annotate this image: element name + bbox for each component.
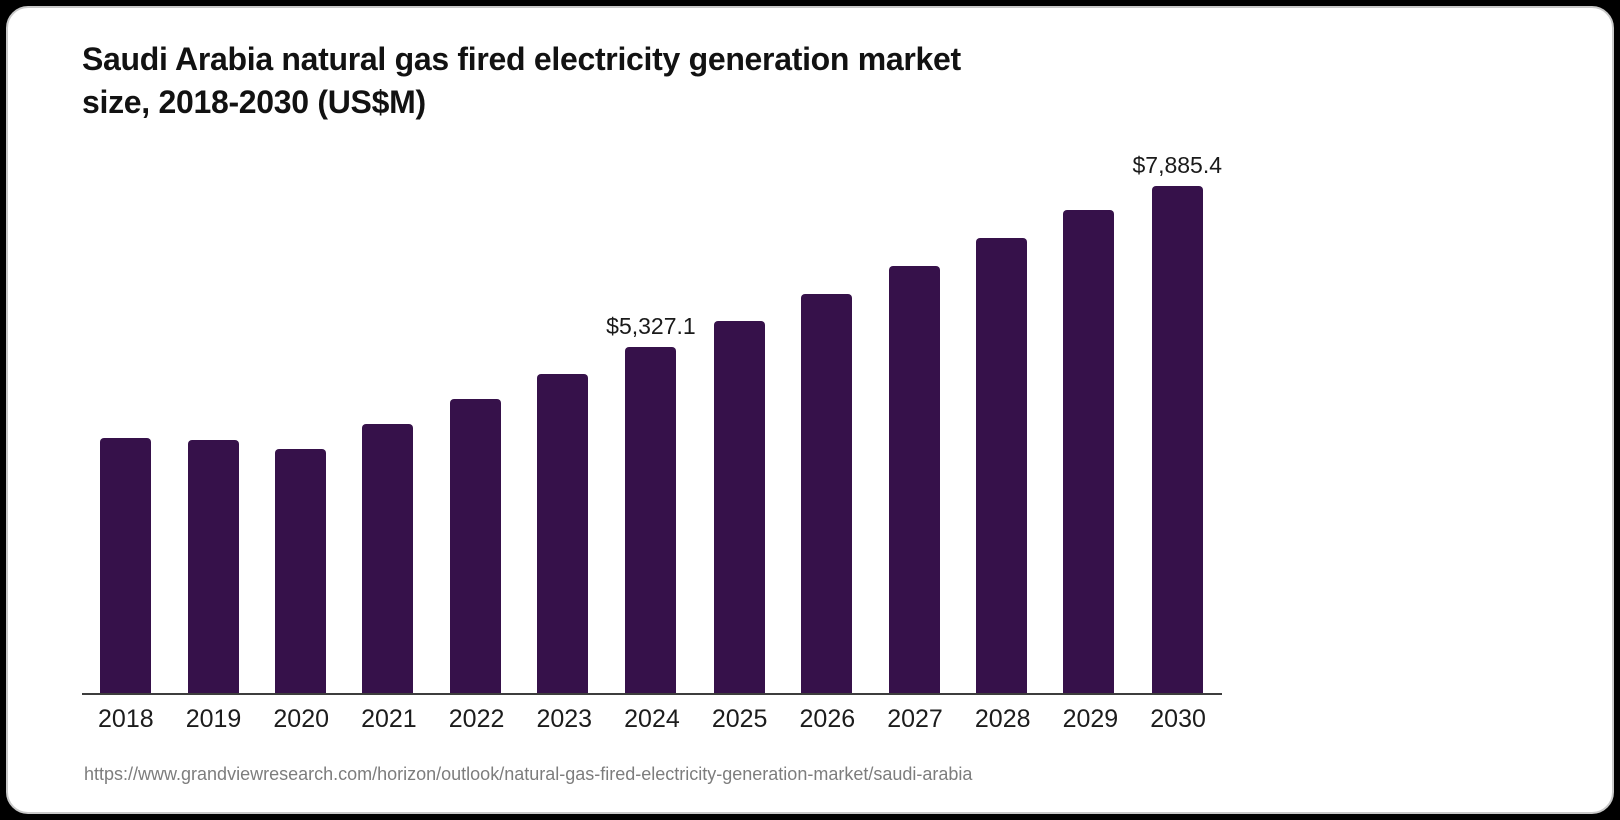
bar-column-2021 — [344, 152, 431, 695]
bar-2025 — [713, 321, 765, 693]
value-label-2024: $5,327.1 — [606, 313, 696, 340]
bar-2018 — [100, 437, 152, 693]
bar-column-2026 — [783, 152, 870, 695]
x-tick-2022: 2022 — [448, 705, 505, 733]
x-tick-2028: 2028 — [974, 705, 1031, 733]
x-tick-2021: 2021 — [361, 705, 417, 733]
x-tick-2030: 2030 — [1150, 705, 1206, 733]
bar-column-2024: $5,327.1 — [606, 152, 696, 695]
bar-chart: $5,327.1 $7,885.4 2018 2019 2020 2021 2022 202… — [82, 152, 1222, 733]
bar-2030 — [1151, 186, 1203, 693]
bar-column-2027 — [870, 152, 957, 695]
chart-card: Saudi Arabia natural gas fired electrici… — [6, 6, 1614, 814]
chart-title-line1: Saudi Arabia natural gas fired electrici… — [82, 41, 961, 77]
x-tick-2025: 2025 — [711, 705, 768, 733]
x-tick-2018: 2018 — [98, 705, 154, 733]
x-tick-2023: 2023 — [536, 705, 593, 733]
x-tick-2026: 2026 — [799, 705, 856, 733]
bar-2024 — [625, 347, 677, 693]
bar-column-2030: $7,885.4 — [1132, 152, 1222, 695]
x-axis-labels: 2018 2019 2020 2021 2022 2023 2024 2025 2026 2027… — [82, 705, 1222, 734]
x-axis-line — [82, 693, 1222, 695]
bar-column-2025 — [696, 152, 783, 695]
bar-2019 — [187, 439, 239, 693]
bar-column-2022 — [431, 152, 518, 695]
bar-2022 — [449, 398, 501, 693]
bar-column-2020 — [257, 152, 344, 695]
bar-column-2029 — [1045, 152, 1132, 695]
x-tick-2029: 2029 — [1062, 705, 1119, 733]
bar-2020 — [274, 448, 326, 693]
bar-column-2023 — [519, 152, 606, 695]
x-tick-2024: 2024 — [624, 705, 680, 733]
bar-2028 — [975, 237, 1027, 693]
x-tick-2027: 2027 — [887, 705, 943, 733]
chart-title: Saudi Arabia natural gas fired electrici… — [82, 38, 1142, 124]
chart-title-line2: size, 2018-2030 (US$M) — [82, 84, 426, 120]
bar-column-2028 — [958, 152, 1045, 695]
bar-2021 — [362, 424, 414, 693]
source-url: https://www.grandviewresearch.com/horizo… — [84, 764, 973, 784]
bar-column-2019 — [169, 152, 256, 695]
x-tick-2019: 2019 — [185, 705, 242, 733]
value-label-2030: $7,885.4 — [1132, 152, 1223, 178]
x-tick-2020: 2020 — [273, 705, 330, 733]
plot-area: $5,327.1 $7,885.4 — [82, 152, 1222, 695]
bar-2026 — [801, 293, 853, 693]
bar-2027 — [888, 265, 940, 693]
bar-column-2018 — [82, 152, 169, 695]
bar-2023 — [536, 374, 588, 693]
bar-2029 — [1063, 209, 1115, 693]
